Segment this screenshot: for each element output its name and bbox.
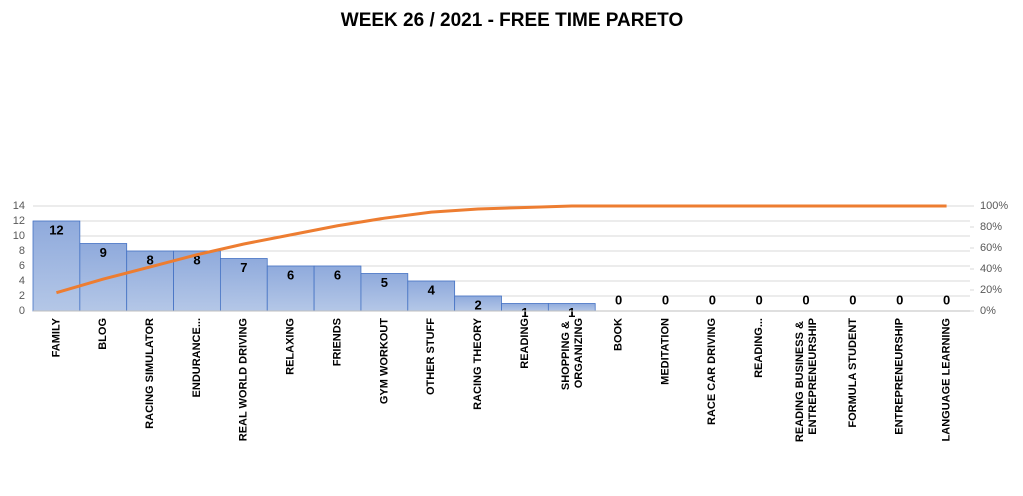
- y-tick-label: 2: [19, 290, 25, 302]
- data-label: 0: [709, 292, 716, 307]
- y-tick-label: 6: [19, 260, 25, 272]
- y-tick-label: 0: [19, 305, 25, 317]
- x-tick-label: BLOG: [97, 318, 109, 350]
- data-label: 5: [381, 275, 388, 290]
- data-label: 12: [49, 222, 63, 237]
- y2-tick-label: 20%: [980, 284, 1002, 296]
- data-label: 0: [756, 292, 763, 307]
- x-tick-label: LANGUAGE LEARNING: [940, 318, 952, 441]
- y-tick-label: 10: [13, 230, 25, 242]
- y2-tick-label: 80%: [980, 221, 1002, 233]
- bar: [219, 258, 268, 312]
- data-label: 2: [474, 297, 481, 312]
- x-tick-label: FORMULA STUDENT: [847, 318, 859, 428]
- y-tick-label: 14: [13, 200, 25, 212]
- x-tick-label: READING BUSINESS & ENTREPRENEURSHIP: [794, 318, 819, 442]
- data-label: 6: [334, 267, 341, 282]
- y-tick-label: 8: [19, 245, 25, 257]
- bar: [360, 273, 409, 312]
- x-tick-label: RACING SIMULATOR: [144, 318, 156, 429]
- x-tick-label: SHOPPING & ORGANIZING: [560, 318, 585, 390]
- data-label: 0: [943, 292, 950, 307]
- x-tick-label: READING...: [753, 318, 765, 378]
- cumulative-line: [56, 204, 947, 295]
- y-tick-label: 12: [13, 215, 25, 227]
- x-tick-label: RACE CAR DRIVING: [706, 318, 718, 425]
- bar: [407, 280, 456, 312]
- y2-tick-label: 100%: [980, 200, 1008, 212]
- data-label: 9: [100, 245, 107, 260]
- data-label: 1: [568, 305, 575, 320]
- y-tick-label: 4: [19, 275, 25, 287]
- data-label: 0: [896, 292, 903, 307]
- x-tick-label: REAL WORLD DRIVING: [238, 318, 250, 441]
- x-tick-label: RACING THEORY: [472, 317, 484, 410]
- data-label: 6: [287, 267, 294, 282]
- y2-tick-label: 0%: [980, 305, 996, 317]
- data-label: 0: [849, 292, 856, 307]
- data-label: 4: [428, 282, 436, 297]
- x-tick-label: ENDURANCE...: [191, 318, 203, 397]
- data-label: 8: [193, 252, 200, 267]
- bar: [173, 250, 221, 312]
- x-tick-label: ENTREPRENEURSHIP: [894, 318, 906, 435]
- x-tick-label: BOOK: [613, 318, 625, 351]
- data-label: 7: [240, 260, 247, 275]
- x-tick-label: FRIENDS: [331, 318, 343, 366]
- x-tick-label: GYM WORKOUT: [378, 318, 390, 404]
- x-tick-label: RELAXING: [285, 318, 297, 375]
- bar: [266, 265, 315, 312]
- y2-tick-label: 60%: [980, 242, 1002, 254]
- data-label: 0: [662, 292, 669, 307]
- data-label: 0: [615, 292, 622, 307]
- x-tick-label: READING: [519, 318, 531, 369]
- y2-tick-label: 40%: [980, 263, 1002, 275]
- data-label: 8: [147, 252, 154, 267]
- data-label: 1: [521, 305, 528, 320]
- x-tick-label: MEDITATION: [659, 318, 671, 385]
- data-label: 0: [802, 292, 809, 307]
- x-tick-label: FAMILY: [50, 317, 62, 357]
- bar: [126, 250, 174, 312]
- x-tick-label: OTHER STUFF: [425, 318, 437, 395]
- chart-title: WEEK 26 / 2021 - FREE TIME PARETO: [341, 10, 683, 31]
